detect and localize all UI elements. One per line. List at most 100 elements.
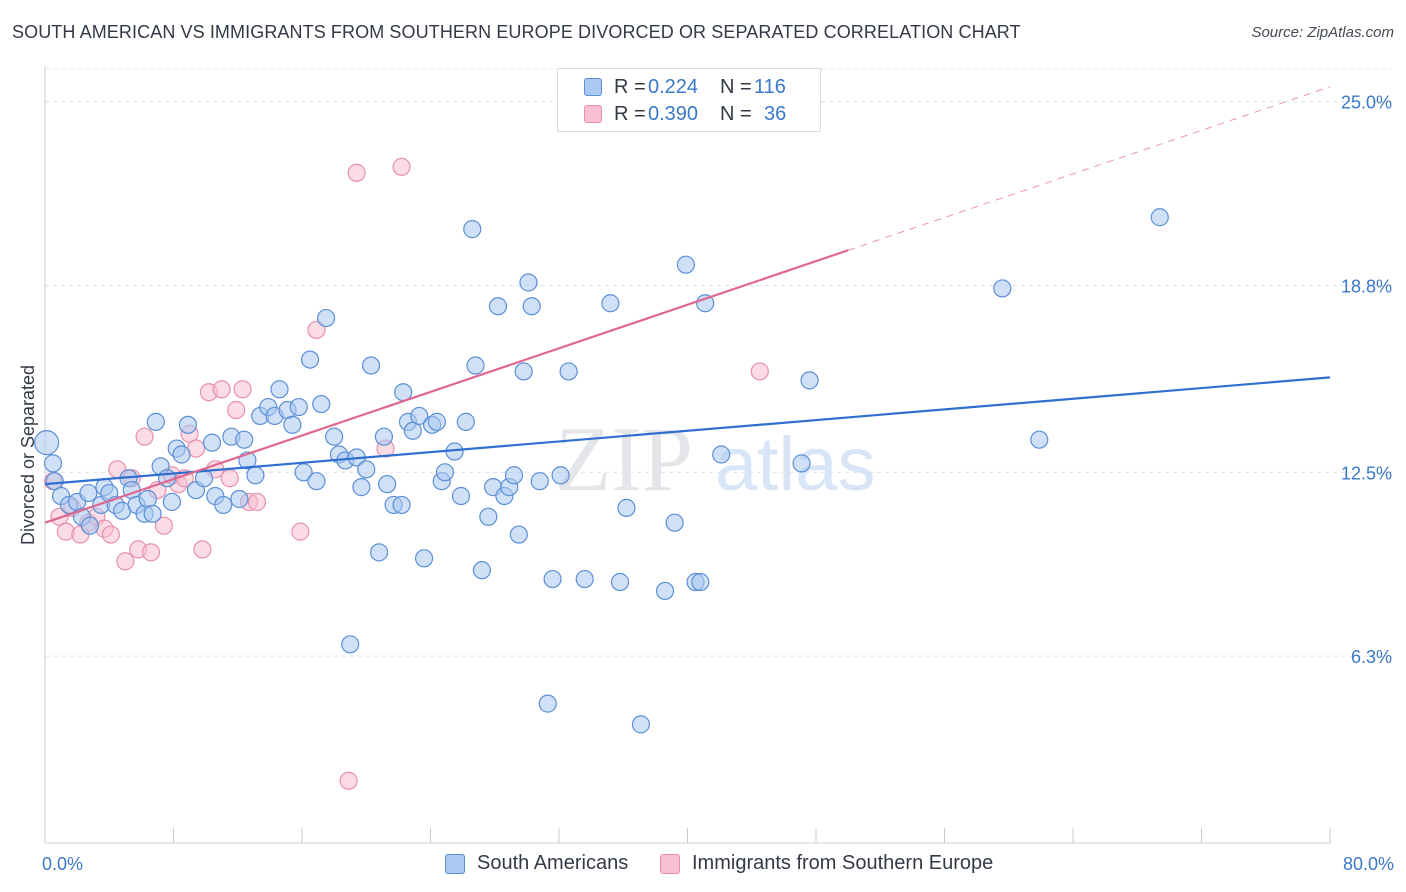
data-point-south-americans [601, 294, 620, 313]
data-point-south-americans [202, 433, 222, 452]
bottom-legend-immigrants: Immigrants from Southern Europe [660, 852, 993, 875]
legend-n-label: N = [720, 102, 752, 125]
data-point-south-americans [575, 569, 594, 589]
data-point-south-americans [1150, 208, 1169, 227]
data-point-south-americans [1030, 430, 1049, 449]
data-point-south-americans [509, 525, 528, 544]
y-axis-label: Divorced or Separated [18, 365, 38, 545]
legend-row-south-americans: R = 0.224 N = 116 [584, 74, 786, 100]
data-point-south-americans [80, 516, 100, 535]
data-point-south-americans [479, 507, 498, 526]
data-point-south-americans [538, 694, 557, 713]
trend-line-south-americans [44, 376, 1331, 486]
data-point-south-americans [410, 406, 429, 426]
data-point-south-americans [270, 380, 289, 399]
legend-r-label: R = [614, 75, 646, 98]
data-point-south-americans [162, 492, 181, 512]
data-point-south-americans [504, 466, 524, 485]
data-point-south-americans [235, 430, 254, 449]
data-point-south-americans [451, 486, 471, 506]
data-point-immigrants [291, 522, 310, 541]
bottom-legend-south-americans: South Americans [445, 852, 628, 875]
data-point-immigrants [101, 525, 120, 544]
legend-r-value: 0.390 [648, 102, 699, 125]
data-point-immigrants [220, 469, 239, 488]
y-tick-label: 18.8% [1341, 276, 1392, 296]
data-point-south-americans [374, 427, 394, 446]
data-point-south-americans [993, 279, 1012, 298]
data-point-immigrants [141, 543, 161, 562]
legend-n-label: N = [720, 75, 752, 98]
data-point-south-americans [300, 350, 320, 369]
data-point-south-americans [316, 308, 336, 328]
data-point-south-americans [522, 297, 541, 316]
data-point-south-americans [230, 489, 249, 509]
data-point-south-americans [325, 427, 344, 446]
chart-title: SOUTH AMERICAN VS IMMIGRANTS FROM SOUTHE… [12, 22, 1021, 42]
data-point-south-americans [143, 504, 162, 523]
data-point-immigrants [154, 516, 173, 535]
data-point-immigrants [339, 771, 358, 790]
data-point-immigrants [135, 427, 154, 446]
legend-swatch-pink [584, 105, 602, 123]
data-point-south-americans [414, 549, 434, 568]
data-point-south-americans [551, 466, 570, 485]
data-point-south-americans [43, 454, 63, 473]
data-point-south-americans [172, 445, 191, 464]
legend-r-label: R = [614, 102, 646, 125]
source-label: Source: ZipAtlas.com [1251, 24, 1394, 41]
trend-line-immigrants-extension [847, 86, 1331, 251]
data-point-south-americans [466, 356, 485, 375]
data-point-immigrants [116, 552, 135, 571]
data-point-immigrants [247, 492, 267, 512]
data-point-south-americans [800, 371, 819, 390]
data-point-south-americans [357, 460, 376, 479]
data-point-south-americans [392, 495, 411, 515]
data-point-south-americans [214, 495, 233, 515]
data-point-south-americans [519, 273, 538, 292]
data-point-south-americans [463, 220, 482, 239]
data-point-immigrants [193, 540, 212, 559]
data-point-south-americans [427, 412, 447, 431]
legend-swatch-blue [584, 78, 602, 96]
data-point-south-americans [543, 569, 562, 589]
data-point-south-americans [691, 572, 710, 592]
data-point-south-americans [283, 415, 302, 434]
data-point-south-americans [456, 412, 475, 431]
data-point-south-americans [792, 454, 811, 473]
data-point-south-americans [435, 463, 455, 482]
y-tick-label: 6.3% [1351, 647, 1392, 667]
data-point-immigrants [233, 380, 252, 399]
data-point-south-americans [676, 255, 695, 274]
data-point-south-americans [559, 362, 578, 381]
legend-row-immigrants: R = 0.390 N = 36 [584, 101, 786, 127]
data-point-south-americans [307, 472, 326, 491]
data-point-south-americans [341, 635, 360, 654]
data-point-south-americans [79, 483, 98, 503]
bottom-legend-swatch-pink [660, 853, 680, 874]
data-point-south-americans [610, 572, 630, 592]
data-point-south-americans [294, 463, 313, 482]
data-point-south-americans [378, 475, 397, 494]
data-point-immigrants [307, 320, 326, 340]
data-point-south-americans [146, 412, 165, 431]
trend-lines [44, 86, 1331, 524]
data-point-south-americans [665, 513, 684, 532]
data-point-south-americans [352, 478, 371, 497]
data-point-south-americans [631, 715, 651, 734]
data-point-south-americans [696, 294, 715, 313]
x-tick-label-max: 80.0% [1343, 854, 1394, 874]
legend-n-value: 36 [764, 102, 787, 125]
watermark-zip: ZIP [555, 408, 693, 510]
x-tick-label-min: 0.0% [42, 854, 83, 874]
bottom-legend-swatch-blue [445, 853, 465, 874]
data-point-south-americans [514, 362, 533, 381]
bottom-legend-label: Immigrants from Southern Europe [692, 852, 994, 874]
data-point-south-americans [246, 466, 265, 485]
data-point-south-americans [617, 498, 636, 517]
y-tick-label: 12.5% [1341, 463, 1392, 483]
data-point-south-americans [361, 356, 381, 375]
data-point-south-americans [370, 543, 389, 562]
data-point-immigrants [347, 163, 366, 182]
